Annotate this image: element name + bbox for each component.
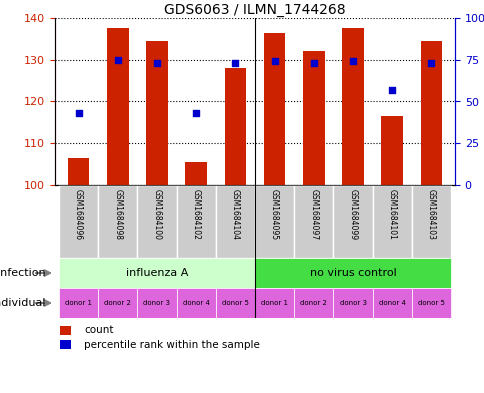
Bar xyxy=(137,185,176,258)
Bar xyxy=(146,41,167,185)
Text: infection: infection xyxy=(0,268,45,278)
Point xyxy=(348,58,356,64)
Bar xyxy=(294,288,333,318)
Point xyxy=(270,58,278,64)
Bar xyxy=(255,258,450,288)
Bar xyxy=(294,185,333,258)
Text: GSM1684095: GSM1684095 xyxy=(270,189,278,240)
Text: donor 2: donor 2 xyxy=(300,300,327,306)
Text: GSM1684098: GSM1684098 xyxy=(113,189,122,240)
Point xyxy=(114,57,121,63)
Text: donor 2: donor 2 xyxy=(104,300,131,306)
Bar xyxy=(411,185,450,258)
Text: GSM1684099: GSM1684099 xyxy=(348,189,357,240)
Bar xyxy=(372,288,411,318)
Text: GSM1684104: GSM1684104 xyxy=(230,189,240,240)
Text: individual: individual xyxy=(0,298,45,308)
Text: GSM1684103: GSM1684103 xyxy=(426,189,435,240)
Point xyxy=(153,60,161,66)
Text: count: count xyxy=(84,325,113,335)
Point xyxy=(75,110,82,116)
Title: GDS6063 / ILMN_1744268: GDS6063 / ILMN_1744268 xyxy=(164,3,345,17)
Text: GSM1684096: GSM1684096 xyxy=(74,189,83,240)
Bar xyxy=(333,185,372,258)
Bar xyxy=(255,288,294,318)
Text: percentile rank within the sample: percentile rank within the sample xyxy=(84,340,259,350)
Bar xyxy=(59,258,255,288)
Text: GSM1684097: GSM1684097 xyxy=(309,189,318,240)
Bar xyxy=(59,288,98,318)
Text: influenza A: influenza A xyxy=(125,268,188,278)
Bar xyxy=(215,185,255,258)
Text: donor 5: donor 5 xyxy=(222,300,248,306)
Bar xyxy=(98,185,137,258)
Text: donor 5: donor 5 xyxy=(417,300,444,306)
Bar xyxy=(107,28,128,185)
Text: donor 3: donor 3 xyxy=(143,300,170,306)
Bar xyxy=(185,162,207,185)
Text: donor 1: donor 1 xyxy=(260,300,287,306)
Bar xyxy=(372,185,411,258)
Text: donor 3: donor 3 xyxy=(339,300,366,306)
Text: no virus control: no virus control xyxy=(309,268,395,278)
Bar xyxy=(420,41,441,185)
Text: donor 4: donor 4 xyxy=(182,300,209,306)
Bar xyxy=(59,185,98,258)
Bar xyxy=(98,288,137,318)
Bar xyxy=(263,33,285,185)
Bar xyxy=(224,68,246,185)
Bar xyxy=(137,288,176,318)
Text: GSM1684101: GSM1684101 xyxy=(387,189,396,239)
Point xyxy=(192,110,199,116)
Bar xyxy=(342,28,363,185)
Bar xyxy=(176,185,215,258)
Point xyxy=(231,60,239,66)
Bar xyxy=(333,288,372,318)
Bar xyxy=(176,288,215,318)
Bar xyxy=(255,185,294,258)
Point xyxy=(388,87,395,93)
Bar xyxy=(302,51,324,185)
Text: GSM1684100: GSM1684100 xyxy=(152,189,161,240)
Bar xyxy=(68,158,89,185)
Point xyxy=(427,60,435,66)
Point xyxy=(309,60,317,66)
Bar xyxy=(381,116,402,185)
Text: GSM1684102: GSM1684102 xyxy=(191,189,200,239)
Text: donor 4: donor 4 xyxy=(378,300,405,306)
Bar xyxy=(411,288,450,318)
Text: donor 1: donor 1 xyxy=(65,300,92,306)
Bar xyxy=(215,288,255,318)
